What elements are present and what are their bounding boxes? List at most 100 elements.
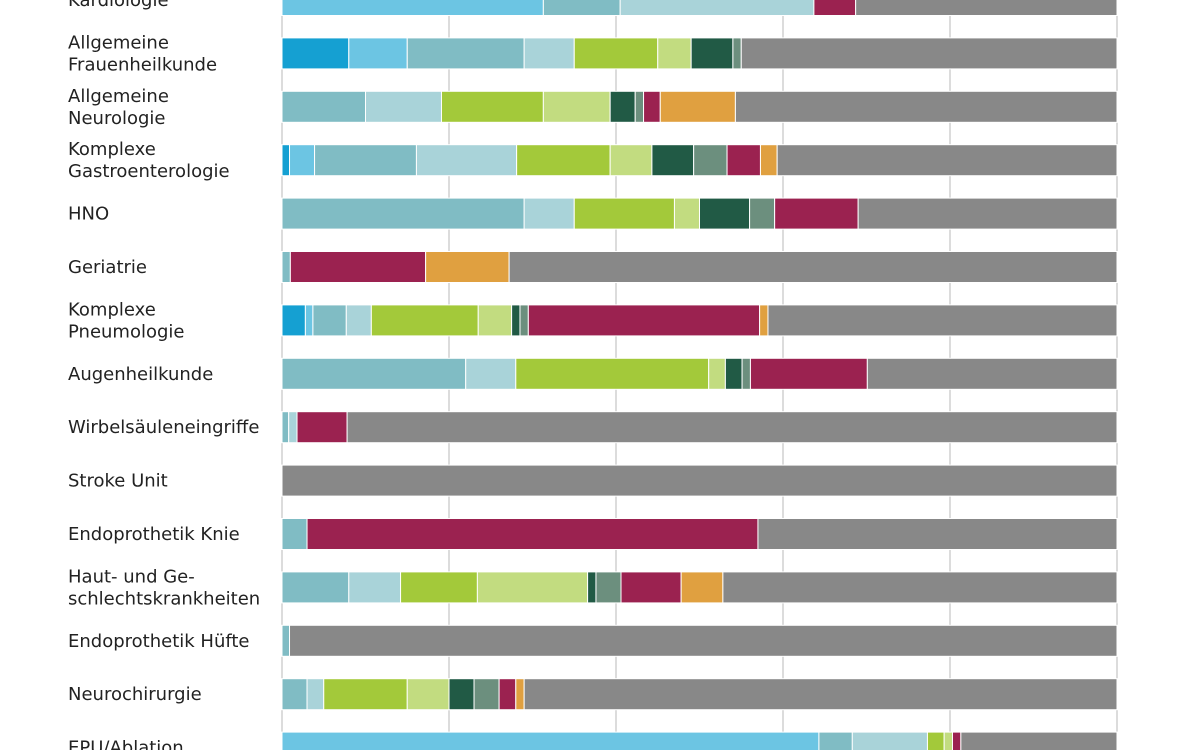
category-label-line: Endoprothetik Knie — [68, 524, 240, 545]
bar-segment-5-2 — [281, 251, 291, 283]
bar-segment-6-3 — [345, 304, 372, 337]
bar-segment-9-10 — [281, 464, 1118, 497]
bar-segment-11-9 — [680, 571, 724, 604]
bar-segment-8-3 — [288, 411, 298, 444]
bar-segment-4-7 — [749, 197, 776, 230]
bar-segment-7-6 — [724, 357, 743, 390]
bar-segment-13-3 — [306, 678, 325, 711]
bar-segment-14-8 — [952, 731, 962, 750]
bar-segment-11-8 — [620, 571, 682, 604]
bar-segment-13-7 — [473, 678, 500, 711]
category-label-line: Stroke Unit — [68, 471, 168, 492]
bar-segment-13-8 — [498, 678, 517, 711]
bar-segment-1-5 — [657, 37, 692, 70]
bar-segment-8-2 — [281, 411, 290, 444]
bar-segment-2-10 — [734, 90, 1118, 123]
bar-segment-1-0 — [281, 37, 350, 70]
bar-segment-11-6 — [587, 571, 597, 604]
category-label: Geriatrie — [68, 257, 147, 278]
category-label: Augenheilkunde — [68, 364, 213, 385]
bar-segment-4-8 — [774, 197, 859, 230]
bar-layer — [281, 0, 1118, 750]
bar-segment-10-2 — [281, 518, 308, 550]
category-label-line: Neurologie — [68, 108, 165, 129]
bar-segment-11-4 — [400, 571, 478, 604]
bar-segment-14-5 — [943, 731, 954, 750]
bar-segment-14-1 — [281, 731, 820, 750]
bar-segment-11-2 — [281, 571, 350, 604]
bar-segment-5-8 — [289, 251, 427, 283]
bar-segment-3-4 — [516, 144, 611, 177]
bar-segment-1-4 — [573, 37, 659, 70]
category-label: Stroke Unit — [68, 471, 168, 492]
category-label: Endoprothetik Knie — [68, 524, 240, 545]
bar-segment-13-6 — [448, 678, 475, 711]
bar-segment-6-7 — [519, 304, 529, 337]
bar-segment-8-10 — [346, 411, 1118, 444]
bar-segment-8-8 — [296, 411, 348, 444]
bar-segment-4-2 — [281, 197, 525, 230]
bar-segment-11-5 — [476, 571, 589, 604]
category-label: Haut- und Ge-schlechtskrankheiten — [68, 566, 260, 609]
category-label: Neurochirurgie — [68, 684, 202, 705]
bar-segment-6-1 — [304, 304, 314, 337]
category-label-line: Pneumologie — [68, 321, 185, 342]
bar-segment-4-10 — [857, 197, 1118, 230]
bar-segment-13-9 — [515, 678, 525, 711]
category-label-line: Haut- und Ge- — [68, 566, 195, 587]
bar-segment-6-4 — [370, 304, 479, 337]
category-label-line: Augenheilkunde — [68, 364, 213, 385]
category-label: HNO — [68, 204, 109, 225]
bar-segment-3-6 — [651, 144, 695, 177]
category-label-line: Allgemeine — [68, 86, 169, 107]
bar-segment-7-10 — [866, 357, 1118, 390]
bar-segment-3-1 — [289, 144, 316, 177]
bar-segment-7-4 — [515, 357, 710, 390]
category-label-line: Endoprothetik Hüfte — [68, 631, 250, 652]
bar-segment-2-6 — [609, 90, 636, 123]
category-label-line: Gastroenterologie — [68, 161, 230, 182]
bar-segment-11-10 — [722, 571, 1118, 604]
bar-segment-5-9 — [425, 251, 510, 283]
bar-segment-13-5 — [406, 678, 450, 711]
bar-segment-6-2 — [312, 304, 347, 337]
bar-segment-7-2 — [281, 357, 467, 390]
bar-segment-11-3 — [348, 571, 402, 604]
category-label-line: Geriatrie — [68, 257, 147, 278]
bar-segment-0-2 — [542, 0, 621, 16]
bar-segment-6-6 — [511, 304, 521, 337]
category-label: Komplexe Pneumologie — [68, 299, 185, 342]
category-label: Wirbelsäuleneingriffe — [68, 417, 259, 438]
bar-segment-1-6 — [690, 37, 734, 70]
bar-segment-3-8 — [726, 144, 761, 177]
bar-segment-12-2 — [281, 624, 291, 657]
bar-segment-0-8 — [813, 0, 857, 16]
category-label-line: Frauenheilkunde — [68, 54, 217, 75]
bar-segment-2-5 — [542, 90, 611, 123]
bar-segment-3-7 — [693, 144, 728, 177]
bar-segment-1-3 — [523, 37, 575, 70]
bar-segment-11-7 — [595, 571, 622, 604]
bar-segment-6-5 — [477, 304, 513, 337]
bar-segment-3-3 — [415, 144, 518, 177]
bar-segment-2-9 — [659, 90, 736, 123]
bar-segment-14-2 — [818, 731, 853, 750]
bar-segment-4-6 — [699, 197, 751, 230]
category-label: Kardiologie — [68, 0, 169, 11]
bar-segment-2-7 — [634, 90, 645, 123]
bar-segment-2-8 — [643, 90, 661, 123]
category-label-line: Komplexe — [68, 139, 156, 160]
bar-segment-3-9 — [759, 144, 778, 177]
bar-segment-0-3 — [619, 0, 815, 16]
bar-segment-13-10 — [523, 678, 1118, 711]
bar-segment-1-1 — [348, 37, 408, 70]
bar-segment-7-7 — [741, 357, 751, 390]
bar-segment-3-2 — [314, 144, 417, 177]
bar-segment-7-5 — [708, 357, 726, 390]
bar-segment-0-1 — [281, 0, 544, 16]
category-label-line: Wirbelsäuleneingriffe — [68, 417, 259, 438]
category-label-line: Komplexe — [68, 299, 156, 320]
bar-segment-5-10 — [508, 251, 1118, 283]
category-label: Allgemeine Frauenheilkunde — [68, 32, 217, 75]
